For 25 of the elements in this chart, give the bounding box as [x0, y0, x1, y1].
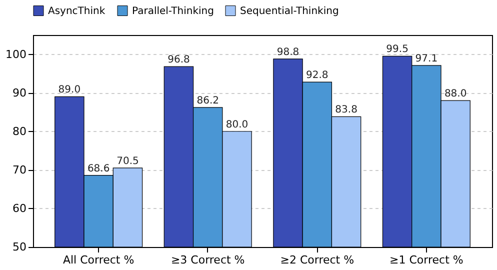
- data-label: 70.5: [116, 156, 139, 167]
- data-label: 97.1: [415, 53, 438, 64]
- data-label: 86.2: [196, 95, 219, 106]
- y-tick-label: 90: [12, 86, 26, 100]
- legend-label: Parallel-Thinking: [132, 6, 214, 17]
- y-tick-label: 60: [12, 202, 26, 215]
- data-label: 83.8: [335, 104, 358, 116]
- data-label: 80.0: [226, 119, 248, 130]
- x-tick-label: ≥1 Correct %: [390, 254, 464, 266]
- y-tick-label: 70: [12, 163, 26, 176]
- legend-label: Sequential-Thinking: [240, 6, 339, 17]
- y-tick-label: 50: [12, 240, 26, 254]
- y-tick-label: 80: [12, 124, 26, 138]
- x-tick-label: ≥3 Correct %: [170, 254, 245, 266]
- data-label: 92.8: [306, 70, 328, 82]
- data-label: 89.0: [58, 84, 81, 96]
- y-tick-label: 100: [6, 48, 26, 61]
- data-label: 98.8: [276, 46, 300, 58]
- data-label: 88.0: [444, 88, 467, 100]
- x-tick-label: ≥2 Correct %: [280, 254, 354, 266]
- data-label: 99.5: [386, 44, 408, 56]
- x-tick-label: All Correct %: [62, 254, 134, 266]
- data-label: 96.8: [168, 54, 190, 66]
- data-label: 68.6: [87, 163, 110, 174]
- legend-label: AsyncThink: [48, 6, 106, 17]
